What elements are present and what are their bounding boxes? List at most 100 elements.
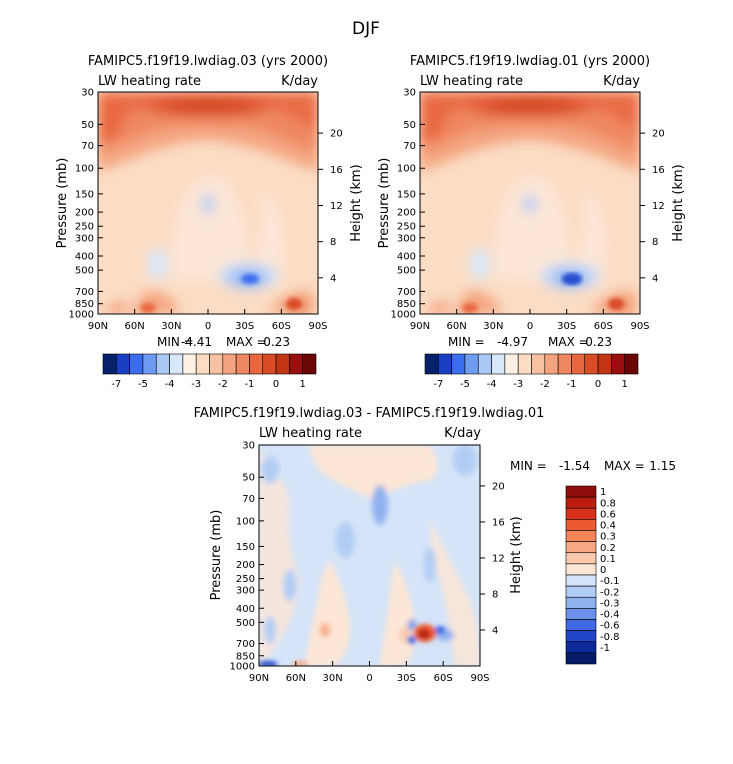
panel-a-ptick-label: 100 xyxy=(75,164,94,175)
panel-c-min-value: -1.54 xyxy=(559,459,590,473)
panel-c-max-label: MAX = xyxy=(604,459,645,473)
panel-a: FAMIPC5.f19f19.lwdiag.03 (yrs 2000) LW h… xyxy=(55,54,364,390)
panel-c-colorbar-swatch xyxy=(565,519,597,531)
panel-b-colorbar-swatch xyxy=(451,353,466,375)
panel-b-ptick-label: 250 xyxy=(397,222,416,233)
panel-c-colorbar-swatch xyxy=(565,574,597,587)
panel-c-ptick-label: 70 xyxy=(242,494,255,505)
panel-b-colorbar-swatch xyxy=(531,353,546,375)
panel-c-colorbar-label: 1 xyxy=(600,487,606,498)
panel-b-colorbar-label: 1 xyxy=(622,379,628,390)
panel-a-ptick-label: 1000 xyxy=(69,310,94,321)
panel-c-colorbar-swatch xyxy=(565,630,597,643)
panel-c-ptick-label: 50 xyxy=(242,473,255,484)
panel-a-xtick-label: 90N xyxy=(88,321,108,332)
panel-a-field xyxy=(98,92,318,314)
panel-a-ptick-label: 250 xyxy=(75,222,94,233)
panel-c-colorbar-label: -0.6 xyxy=(600,621,620,632)
panel-a-ptick-label: 30 xyxy=(81,88,94,99)
panel-a-colorbar-label: -5 xyxy=(138,379,148,390)
panel-c-colorbar-swatch xyxy=(565,530,597,542)
panel-a-colorbar-label: -1 xyxy=(244,379,254,390)
panel-b-xtick-label: 30S xyxy=(557,321,576,332)
panel-c-colorbar-label: 0.4 xyxy=(600,521,616,532)
panel-b-ylabel: Pressure (mb) xyxy=(377,158,392,249)
panel-c-xtick-label: 30S xyxy=(397,673,416,684)
panel-c-ylabel: Pressure (mb) xyxy=(209,510,224,601)
panel-b-colorbar-swatch xyxy=(624,353,639,375)
panel-a-colorbar-swatch xyxy=(102,353,117,375)
panel-a-colorbar-swatch xyxy=(209,353,224,375)
panel-a-max-label: MAX = xyxy=(226,335,267,349)
panel-b-xtick-label: 30N xyxy=(483,321,503,332)
panel-c-xtick-label: 60S xyxy=(434,673,453,684)
panel-c-colorbar-swatch xyxy=(565,541,597,554)
panel-a-xtick-label: 60S xyxy=(272,321,291,332)
panel-a-ylabel: Pressure (mb) xyxy=(55,158,70,249)
panel-c-max-value: 1.15 xyxy=(649,459,676,473)
panel-a-xtick-label: 90S xyxy=(308,321,327,332)
panel-a-ptick-label: 50 xyxy=(81,120,94,131)
panel-c-ptick-label: 250 xyxy=(236,574,255,585)
panel-a-ptick-label: 850 xyxy=(75,299,94,310)
panel-a-htick-label: 8 xyxy=(330,237,336,248)
panel-a-colorbar-label: -2 xyxy=(218,379,228,390)
panel-b-ptick-label: 850 xyxy=(397,299,416,310)
panel-b-min-value: -4.97 xyxy=(497,335,528,349)
panel-c-htick-label: 8 xyxy=(492,589,498,600)
panel-c-colorbar-swatch xyxy=(565,608,597,620)
panel-c-field xyxy=(259,445,480,666)
panel-a-xtick-label: 0 xyxy=(205,321,211,332)
panel-c-colorbar-label: 0.8 xyxy=(600,498,616,509)
panel-a-ptick-label: 400 xyxy=(75,251,94,262)
panel-a-xtick-label: 30S xyxy=(235,321,254,332)
panel-a-min-label: MIN = xyxy=(157,335,194,349)
panel-b-colorbar-swatch xyxy=(464,353,479,375)
panel-c-ptick-label: 30 xyxy=(242,441,255,452)
panel-a-htick-label: 4 xyxy=(330,273,336,284)
panel-b-xtick-label: 60N xyxy=(447,321,467,332)
panel-c-ptick-label: 100 xyxy=(236,516,255,527)
panel-b-colorbar-swatch xyxy=(597,353,612,375)
panel-b-colorbar-label: 0 xyxy=(595,379,601,390)
panel-a-colorbar-swatch xyxy=(129,353,144,375)
panel-c-ptick-label: 200 xyxy=(236,560,255,571)
panel-a-colorbar-swatch xyxy=(142,353,157,375)
panel-c-title: FAMIPC5.f19f19.lwdiag.03 - FAMIPC5.f19f1… xyxy=(194,406,545,421)
panel-b-ylabel-right: Height (km) xyxy=(671,164,686,241)
panel-b-colorbar-swatch xyxy=(544,353,559,375)
panel-c-colorbar-label: -1 xyxy=(600,643,610,654)
panel-a-colorbar-swatch xyxy=(155,353,170,375)
panel-a-variable: LW heating rate xyxy=(98,74,201,89)
panel-a-colorbar-label: -3 xyxy=(191,379,201,390)
panel-b-ptick-label: 1000 xyxy=(391,310,416,321)
panel-b-max-label: MAX = xyxy=(548,335,589,349)
panel-c-units: K/day xyxy=(444,426,481,441)
panel-a-colorbar-label: 0 xyxy=(273,379,279,390)
panel-c-colorbar-label: 0.6 xyxy=(600,509,616,520)
panel-b-xtick-label: 0 xyxy=(527,321,533,332)
panel-b-min-label: MIN = xyxy=(448,335,485,349)
panel-c-htick-label: 4 xyxy=(492,625,498,636)
panel-a-ptick-label: 70 xyxy=(81,141,94,152)
panel-c-min-label: MIN = xyxy=(510,459,547,473)
panel-a-colorbar-swatch xyxy=(182,353,197,375)
panel-b-colorbar-swatch xyxy=(557,353,572,375)
panel-c-colorbar-swatch xyxy=(565,585,597,598)
panel-b-ptick-label: 700 xyxy=(397,287,416,298)
panel-a-htick-label: 16 xyxy=(330,165,343,176)
panel-c-colorbar-swatch xyxy=(565,507,597,520)
panel-a-colorbar-swatch xyxy=(262,353,277,375)
panel-b-colorbar-swatch xyxy=(477,353,492,375)
panel-b-colorbar-label: -3 xyxy=(513,379,523,390)
panel-a-colorbar-swatch xyxy=(116,353,130,375)
panel-c-xtick-label: 0 xyxy=(366,673,372,684)
panel-b-title: FAMIPC5.f19f19.lwdiag.01 (yrs 2000) xyxy=(410,54,650,69)
panel-c-xtick-label: 90N xyxy=(249,673,269,684)
panel-b-colorbar-label: -1 xyxy=(566,379,576,390)
panel-b-htick-label: 20 xyxy=(652,129,665,140)
panel-c-xtick-label: 90S xyxy=(470,673,489,684)
panel-b-htick-label: 16 xyxy=(652,165,665,176)
panel-b-ptick-label: 100 xyxy=(397,164,416,175)
